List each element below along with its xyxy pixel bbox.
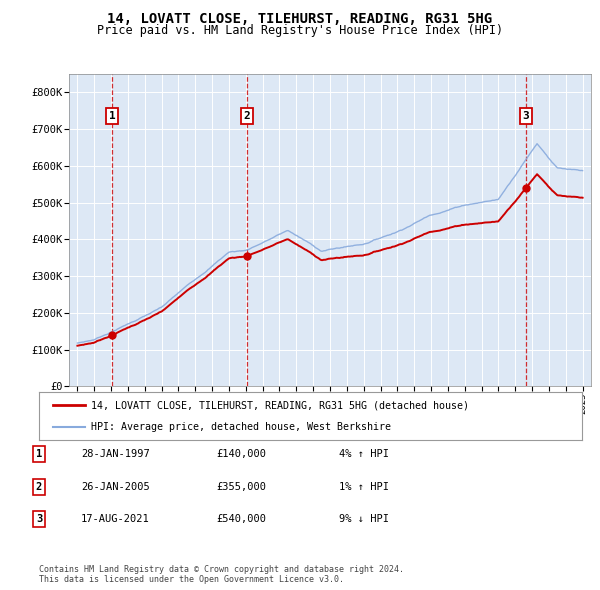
Text: 1: 1 (109, 111, 116, 121)
Text: HPI: Average price, detached house, West Berkshire: HPI: Average price, detached house, West… (91, 422, 391, 432)
Text: £140,000: £140,000 (216, 450, 266, 459)
Text: 2: 2 (36, 482, 42, 491)
Text: 26-JAN-2005: 26-JAN-2005 (81, 482, 150, 491)
Text: £540,000: £540,000 (216, 514, 266, 524)
Text: 14, LOVATT CLOSE, TILEHURST, READING, RG31 5HG: 14, LOVATT CLOSE, TILEHURST, READING, RG… (107, 12, 493, 27)
Text: 4% ↑ HPI: 4% ↑ HPI (339, 450, 389, 459)
Text: £355,000: £355,000 (216, 482, 266, 491)
Text: Price paid vs. HM Land Registry's House Price Index (HPI): Price paid vs. HM Land Registry's House … (97, 24, 503, 37)
Text: 17-AUG-2021: 17-AUG-2021 (81, 514, 150, 524)
Text: Contains HM Land Registry data © Crown copyright and database right 2024.
This d: Contains HM Land Registry data © Crown c… (39, 565, 404, 584)
Text: 3: 3 (523, 111, 529, 121)
Text: 14, LOVATT CLOSE, TILEHURST, READING, RG31 5HG (detached house): 14, LOVATT CLOSE, TILEHURST, READING, RG… (91, 400, 469, 410)
Text: 9% ↓ HPI: 9% ↓ HPI (339, 514, 389, 524)
Text: 3: 3 (36, 514, 42, 524)
Text: 1% ↑ HPI: 1% ↑ HPI (339, 482, 389, 491)
Text: 2: 2 (244, 111, 250, 121)
Text: 1: 1 (36, 450, 42, 459)
Text: 28-JAN-1997: 28-JAN-1997 (81, 450, 150, 459)
